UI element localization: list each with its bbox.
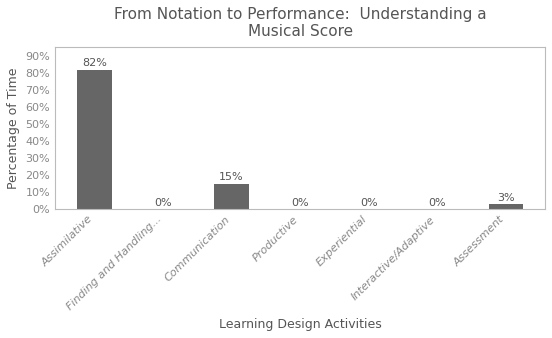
Text: 15%: 15% (219, 172, 244, 183)
Text: 0%: 0% (154, 198, 172, 208)
Bar (214, 184, 249, 209)
Bar (489, 204, 523, 209)
Text: 0%: 0% (360, 198, 378, 208)
Y-axis label: Percentage of Time: Percentage of Time (7, 68, 20, 189)
Text: 0%: 0% (428, 198, 446, 208)
Text: 82%: 82% (82, 58, 107, 68)
X-axis label: Learning Design Activities: Learning Design Activities (219, 318, 381, 331)
Bar (77, 70, 112, 209)
Text: 3%: 3% (497, 193, 514, 203)
Text: 0%: 0% (291, 198, 309, 208)
Title: From Notation to Performance:  Understanding a
Musical Score: From Notation to Performance: Understand… (114, 7, 486, 39)
